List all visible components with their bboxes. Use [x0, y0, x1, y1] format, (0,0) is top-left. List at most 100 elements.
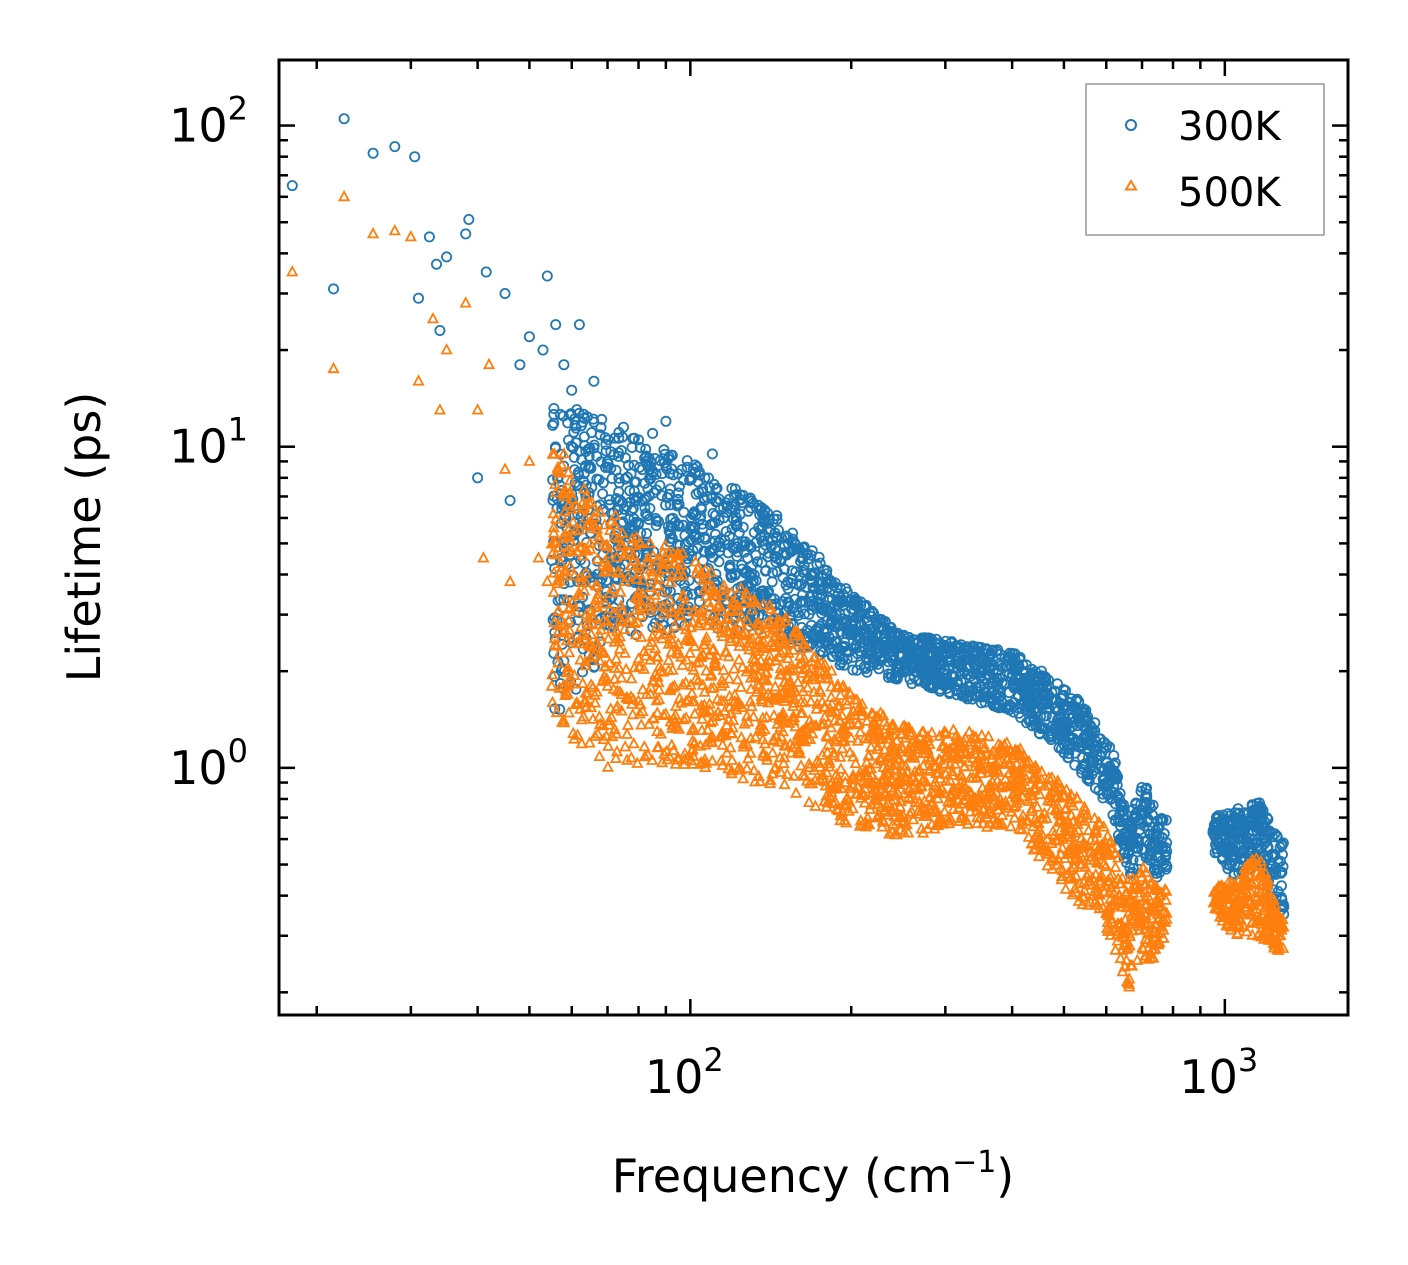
point-500K: [787, 714, 800, 726]
point-500K: [939, 767, 952, 779]
point-300K: [1072, 711, 1084, 723]
point-500K: [724, 726, 738, 738]
point-300K: [1276, 839, 1288, 851]
point-300K: [1277, 837, 1289, 849]
point-500K: [601, 760, 615, 772]
point-300K: [579, 557, 591, 569]
point-500K: [974, 762, 987, 774]
point-500K: [1009, 799, 1022, 811]
point-500K: [720, 612, 733, 624]
point-500K: [553, 466, 567, 478]
point-300K: [955, 648, 967, 660]
point-500K: [778, 675, 791, 687]
point-500K: [1114, 951, 1127, 964]
point-300K: [974, 657, 986, 669]
point-300K: [852, 611, 864, 623]
point-500K: [804, 718, 817, 731]
point-500K: [747, 710, 760, 722]
point-500K: [585, 521, 598, 533]
point-500K: [1064, 793, 1077, 805]
point-500K: [1244, 885, 1257, 897]
point-500K: [706, 607, 720, 619]
point-300K: [286, 180, 298, 192]
point-500K: [825, 697, 839, 709]
point-500K: [767, 708, 781, 721]
point-300K: [766, 576, 778, 588]
point-300K: [850, 618, 862, 630]
point-500K: [806, 776, 819, 789]
point-300K: [1251, 798, 1263, 810]
point-500K: [581, 618, 595, 630]
point-500K: [746, 603, 759, 615]
point-300K: [1235, 846, 1247, 858]
point-500K: [840, 798, 853, 811]
point-500K: [612, 531, 625, 543]
point-500K: [747, 763, 761, 776]
point-500K: [664, 715, 677, 727]
point-300K: [771, 545, 783, 557]
point-500K: [1262, 909, 1275, 922]
point-500K: [807, 650, 821, 663]
point-500K: [891, 786, 904, 798]
point-500K: [1137, 878, 1151, 890]
point-500K: [787, 662, 800, 674]
point-300K: [937, 656, 949, 668]
point-500K: [562, 613, 575, 625]
point-300K: [1045, 734, 1057, 746]
point-500K: [1144, 878, 1158, 890]
point-500K: [860, 816, 873, 828]
point-500K: [559, 685, 573, 697]
point-500K: [1254, 877, 1268, 889]
point-500K: [503, 574, 517, 587]
point-500K: [862, 748, 876, 760]
point-500K: [1054, 862, 1067, 874]
point-300K: [726, 482, 738, 494]
point-500K: [555, 458, 568, 470]
point-500K: [762, 696, 775, 708]
point-300K: [523, 331, 535, 343]
point-500K: [755, 692, 768, 704]
point-500K: [802, 795, 816, 807]
point-500K: [821, 746, 834, 758]
point-500K: [498, 462, 512, 474]
point-500K: [593, 629, 607, 641]
point-500K: [988, 817, 1001, 830]
point-500K: [1222, 898, 1235, 910]
point-500K: [563, 473, 577, 486]
point-300K: [1002, 652, 1014, 664]
point-300K: [719, 534, 731, 546]
point-500K: [549, 512, 563, 524]
point-500K: [902, 826, 915, 838]
point-300K: [875, 655, 887, 667]
point-300K: [690, 488, 702, 500]
point-500K: [932, 766, 945, 778]
point-500K: [626, 707, 639, 720]
point-500K: [585, 616, 599, 628]
point-500K: [809, 673, 822, 685]
point-500K: [614, 538, 627, 550]
point-500K: [1238, 861, 1251, 873]
point-300K: [681, 461, 693, 473]
point-500K: [795, 725, 808, 737]
point-300K: [663, 525, 675, 537]
point-500K: [907, 751, 921, 763]
point-300K: [1069, 701, 1081, 713]
point-500K: [916, 725, 929, 737]
point-500K: [1060, 816, 1074, 828]
point-500K: [1223, 878, 1237, 890]
point-300K: [926, 660, 938, 672]
point-500K: [699, 563, 712, 575]
point-500K: [558, 505, 571, 517]
point-500K: [545, 679, 558, 691]
point-500K: [608, 661, 622, 673]
point-500K: [633, 561, 646, 573]
point-300K: [807, 589, 819, 601]
point-500K: [587, 649, 600, 661]
point-500K: [714, 708, 727, 721]
point-300K: [922, 634, 934, 646]
point-500K: [1027, 819, 1040, 832]
point-500K: [1020, 755, 1033, 767]
point-500K: [749, 660, 762, 672]
point-500K: [759, 621, 772, 633]
point-500K: [739, 625, 752, 637]
